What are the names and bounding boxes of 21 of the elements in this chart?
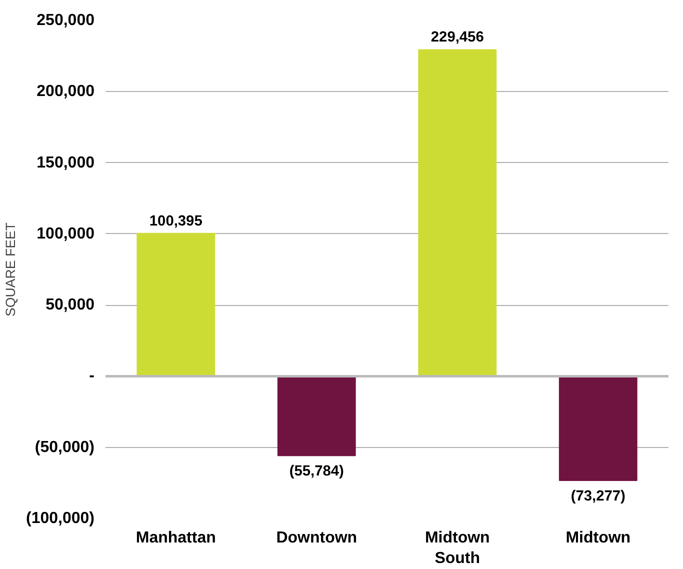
y-tick-label: 100,000 — [36, 225, 95, 242]
y-tick-label: (100,000) — [26, 510, 95, 527]
y-tick-label: 250,000 — [36, 12, 95, 29]
data-label: 229,456 — [430, 30, 484, 46]
bar — [136, 232, 216, 377]
y-tick-label: 200,000 — [36, 83, 95, 100]
x-tick-label: Manhattan — [136, 530, 216, 546]
y-tick-label: (50,000) — [34, 438, 94, 456]
y-tick-label: 150,000 — [36, 154, 95, 172]
x-tick-label: Midtown — [566, 530, 631, 546]
y-tick-label: - — [89, 368, 94, 385]
data-label: 100,395 — [149, 213, 202, 230]
bar — [277, 376, 356, 456]
x-tick-label: Downtown — [276, 530, 358, 546]
bar — [418, 49, 497, 377]
data-label: (73,277) — [570, 488, 626, 504]
y-axis-title: SQUARE FEET — [3, 222, 18, 317]
y-tick-label: 50,000 — [46, 296, 95, 314]
bar — [558, 376, 638, 481]
x-tick-label: Midtown South — [424, 530, 490, 567]
data-label: (55,784) — [289, 464, 344, 480]
